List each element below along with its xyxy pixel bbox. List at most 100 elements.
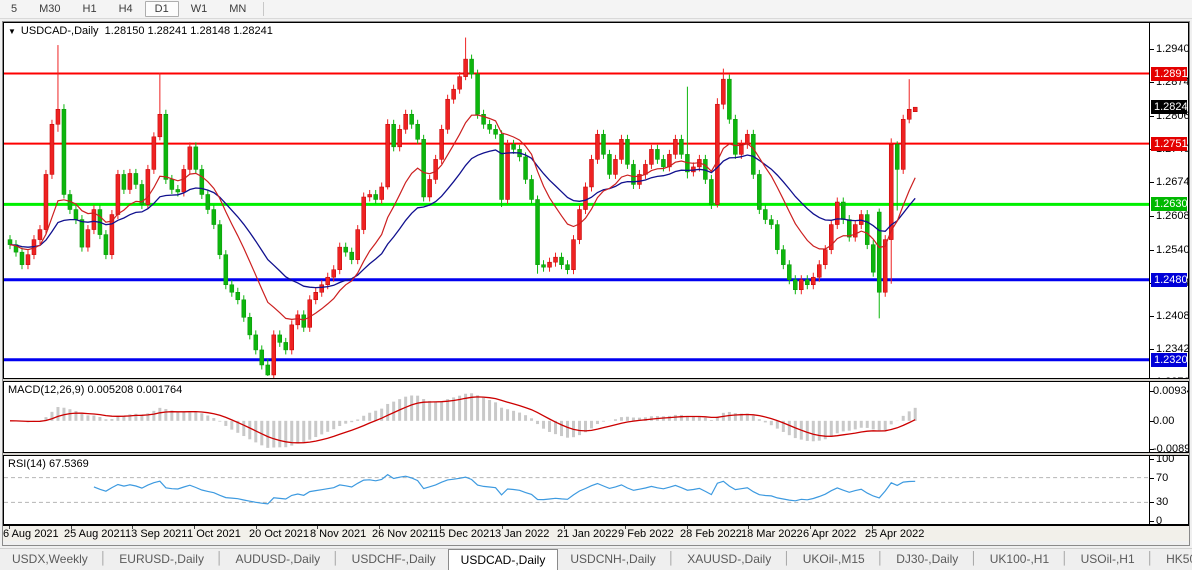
rsi-axis: 100 70 30 0 [1149, 456, 1188, 524]
price-tick-mark [1150, 182, 1154, 184]
tab-eurusddaily[interactable]: EURUSD-,Daily [119, 552, 204, 566]
price-tick-mark [1150, 348, 1154, 350]
price-tick-mark [1150, 82, 1154, 84]
date-tick-mark [872, 526, 873, 529]
timeframe-button-5[interactable]: 5 [11, 3, 18, 15]
toolbar-separator [263, 2, 265, 16]
timeframe-button-w1[interactable]: W1 [190, 3, 208, 15]
date-label[interactable]: 9 Feb 2022 [618, 528, 674, 540]
price-tick-label: 1.25400 [1156, 243, 1188, 256]
macd-tick-mark [1150, 449, 1154, 451]
date-tick-mark [194, 526, 196, 529]
rsi-tick-mark [1150, 521, 1154, 522]
tab-usdchfdaily[interactable]: USDCHF-,Daily [351, 552, 436, 566]
rsi-tick-mark [1150, 477, 1154, 479]
macd-histogram [26, 393, 917, 448]
tab-usoilh1[interactable]: USOil-,H1 [1080, 552, 1135, 566]
date-label[interactable]: 26 Nov 2021 [372, 528, 435, 540]
tab-usdcaddaily[interactable]: USDCAD-,Daily [447, 549, 559, 570]
date-label[interactable]: 3 Jan 2022 [494, 528, 550, 540]
macd-label: MACD(12,26,9) 0.005208 0.001764 [8, 384, 183, 396]
price-tick-mark [1150, 49, 1154, 51]
timeframe-button-h1[interactable]: H1 [82, 3, 97, 15]
price-tick-mark [1150, 116, 1154, 118]
rsi-line [93, 473, 916, 505]
price-plot-area[interactable]: ▼ USDCAD-,Daily 1.28150 1.28241 1.28148 1… [4, 23, 1149, 378]
tab-hk50h1[interactable]: HK50-,H1 [1166, 552, 1192, 566]
macd-plot-area[interactable]: MACD(12,26,9) 0.005208 0.001764 [4, 382, 1149, 452]
date-label[interactable]: 6 Apr 2022 [803, 528, 857, 540]
date-label[interactable]: 21 Jan 2022 [556, 528, 618, 540]
date-label[interactable]: 1 Oct 2021 [187, 528, 241, 540]
rsi-tick-label: 70 [1156, 471, 1169, 484]
timeframe-button-m30[interactable]: M30 [39, 3, 61, 15]
rsi-tick-label: 100 [1156, 456, 1175, 465]
date-label[interactable]: 25 Aug 2021 [63, 528, 126, 540]
chart-window: ▼ USDCAD-,Daily 1.28150 1.28241 1.28148 1… [2, 21, 1190, 546]
tab-audusddaily[interactable]: AUDUSD-,Daily [235, 552, 321, 566]
price-tag-1.24800: 1.24800 [1151, 272, 1188, 287]
date-tick-mark [70, 526, 72, 529]
chart-title: ▼ USDCAD-,Daily 1.28150 1.28241 1.28148 1… [8, 25, 273, 37]
macd-tick-label: 0.00 [1153, 414, 1175, 427]
tab-ukoilm15[interactable]: UKOil-,M15 [802, 552, 865, 566]
date-label[interactable]: 15 Dec 2021 [432, 528, 496, 540]
tab-dj30daily[interactable]: DJ30-,Daily [896, 552, 959, 566]
timeframe-button-d1[interactable]: D1 [144, 1, 179, 17]
tab-separator: │ [970, 551, 978, 565]
chart-tab-bar: USDX,Weekly │ EURUSD-,Daily │ AUDUSD-,Daily │… [0, 548, 1192, 570]
date-label[interactable]: 18 Mar 2022 [741, 528, 803, 540]
date-label[interactable]: 20 Oct 2021 [249, 528, 309, 540]
timeframe-button-mn[interactable]: MN [229, 3, 247, 15]
price-tick-mark [1150, 315, 1154, 317]
horizontal-levels[interactable] [4, 72, 1149, 362]
rsi-tick-label: 30 [1156, 496, 1169, 509]
tab-separator: │ [1061, 551, 1069, 565]
panel-separator[interactable] [3, 379, 1189, 381]
symbol-timeframe-label: USDCAD-,Daily [20, 25, 99, 37]
date-label[interactable]: 28 Feb 2022 [680, 528, 742, 540]
rsi-tick-mark [1150, 459, 1154, 460]
price-tick-label: 1.29400 [1156, 43, 1188, 56]
price-tick-mark [1150, 215, 1154, 217]
tab-xauusddaily[interactable]: XAUUSD-,Daily [687, 552, 772, 566]
price-tag-1.28241: 1.28241 [1151, 100, 1188, 115]
price-tag-1.23203: 1.23203 [1151, 352, 1188, 367]
macd-tick-mark [1150, 420, 1154, 422]
date-label[interactable]: 13 Sep 2021 [125, 528, 188, 540]
macd-panel: MACD(12,26,9) 0.005208 0.001764 0.009345… [3, 381, 1189, 453]
date-label[interactable]: 8 Nov 2021 [310, 528, 367, 540]
price-tick-label: 1.22760 [1156, 376, 1188, 378]
panel-separator[interactable] [3, 453, 1189, 455]
tab-uk100h1[interactable]: UK100-,H1 [989, 552, 1050, 566]
date-tick-mark [439, 526, 441, 529]
tab-usdxweekly[interactable]: USDX,Weekly [12, 552, 88, 566]
tab-separator: │ [99, 551, 108, 565]
date-label[interactable]: 25 Apr 2022 [865, 528, 925, 540]
timeframe-button-h4[interactable]: H4 [118, 3, 133, 15]
ohlc-values: 1.28150 1.28241 1.28148 1.28241 [104, 25, 273, 37]
candlestick-chart [4, 37, 1149, 378]
date-tick-mark [687, 526, 689, 529]
date-tick-mark [563, 526, 565, 529]
tab-separator: │ [215, 551, 224, 565]
rsi-tick-mark [1150, 502, 1154, 504]
date-tick-mark [810, 526, 811, 529]
rsi-label: RSI(14) 67.5369 [8, 458, 89, 470]
candles [7, 37, 918, 378]
date-tick-mark [317, 526, 318, 529]
price-tick-label: 1.24080 [1156, 309, 1188, 322]
price-tick-mark [1150, 249, 1154, 251]
symbol-dropdown-icon[interactable]: ▼ [8, 27, 16, 36]
tab-usdcnhdaily[interactable]: USDCNH-,Daily [570, 552, 656, 566]
date-axis: 6 Aug 2021 25 Aug 2021 13 Sep 2021 1 Oct 20… [3, 525, 1189, 541]
rsi-tick-label: 0 [1156, 515, 1163, 524]
date-label[interactable]: 6 Aug 2021 [3, 528, 59, 540]
macd-chart [9, 393, 917, 448]
date-tick-mark [132, 526, 134, 529]
macd-tick-mark [1150, 391, 1154, 393]
macd-tick-label: 0.009345 [1153, 385, 1188, 398]
rsi-plot-area[interactable]: RSI(14) 67.5369 [4, 456, 1149, 524]
ma-slow-line [9, 149, 916, 289]
macd-axis: 0.009345 0.00 -0.00890 [1149, 382, 1188, 452]
